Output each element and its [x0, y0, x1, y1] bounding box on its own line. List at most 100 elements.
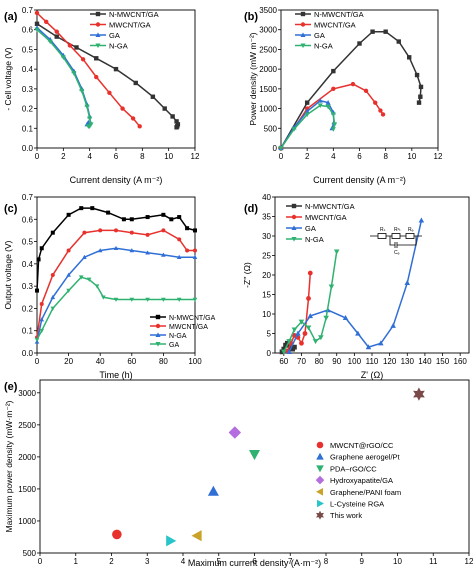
series-line	[36, 12, 141, 127]
x-tick-label: 2	[109, 557, 114, 566]
panel-label: (a)	[4, 11, 18, 23]
x-tick-label: 2	[61, 152, 66, 161]
data-point	[94, 284, 100, 289]
capacitor-ce	[389, 236, 417, 248]
data-point	[67, 43, 73, 48]
data-point	[390, 322, 396, 328]
data-point	[150, 94, 156, 99]
data-point	[39, 328, 45, 334]
data-point	[161, 297, 166, 302]
legend-marker	[300, 22, 306, 27]
series-n-mwcnt-ga	[34, 21, 181, 130]
legend-label: N-MWCNT/GA	[305, 202, 355, 211]
y-tick-label: 0	[267, 349, 272, 358]
series-ga	[34, 275, 198, 343]
data-point	[66, 248, 71, 253]
data-point	[304, 112, 310, 118]
data-point	[330, 127, 336, 132]
series-mwcnt-ga	[278, 81, 386, 151]
data-point	[350, 81, 356, 87]
y-tick-label: 3000	[18, 389, 36, 398]
data-point	[145, 215, 150, 220]
legend-item: N-GA	[295, 42, 333, 51]
series-ga	[286, 217, 425, 354]
panel-label: (e)	[4, 381, 18, 393]
y-tick-label: 0.5	[22, 45, 34, 54]
data-point	[383, 29, 388, 34]
data-point	[66, 212, 71, 217]
legend-label: GA	[305, 224, 316, 233]
x-tick-label: 100	[348, 357, 362, 366]
scatter-point	[228, 426, 242, 439]
series-line	[36, 27, 92, 125]
y-tick-label: 500	[264, 124, 278, 133]
data-point	[113, 245, 119, 251]
y-tick-label: 0.4	[22, 260, 34, 269]
series-n-ga	[34, 27, 94, 129]
data-point	[373, 100, 378, 105]
legend-label: N-GA	[109, 42, 128, 51]
data-point	[176, 254, 182, 259]
data-point	[54, 34, 59, 39]
legend-marker	[315, 475, 325, 485]
data-point	[396, 39, 401, 44]
data-point	[380, 112, 386, 117]
data-point	[129, 230, 134, 235]
x-axis-label: Maximum current density (A·m⁻²)	[188, 558, 321, 568]
legend-label: Graphene aerogel/Pt	[330, 453, 401, 462]
data-point	[286, 342, 292, 348]
legend-marker	[291, 225, 297, 230]
data-point	[34, 27, 40, 33]
y-axis-label: Maximum power density (mW·m⁻²)	[4, 400, 14, 532]
data-point	[357, 41, 362, 46]
x-tick-label: 12	[465, 557, 474, 566]
data-point	[174, 125, 179, 130]
data-point	[170, 114, 175, 119]
data-point	[331, 86, 336, 92]
x-tick-label: 10	[393, 557, 402, 566]
x-tick-label: 8	[324, 557, 329, 566]
series-line	[36, 29, 92, 128]
legend-marker	[95, 32, 101, 37]
x-tick-label: 4	[181, 557, 186, 566]
x-tick-label: 0	[38, 557, 43, 566]
data-point	[355, 330, 361, 336]
y-tick-label: 1500	[259, 85, 277, 94]
panel-label: (d)	[244, 203, 258, 215]
series-mwcnt-ga	[35, 228, 197, 340]
x-tick-label: 6	[252, 557, 257, 566]
data-point	[54, 29, 59, 34]
x-tick-label: 11	[429, 557, 438, 566]
data-point	[145, 232, 150, 237]
data-point	[107, 90, 112, 96]
scatter-point	[207, 485, 219, 496]
legend-label: N-GA	[314, 42, 333, 51]
legend-item: MWCNT/GA	[286, 213, 347, 222]
data-point	[98, 228, 103, 233]
data-point	[80, 57, 86, 62]
x-tick-label: 110	[366, 357, 379, 366]
x-tick-label: 0	[35, 357, 40, 366]
data-point	[78, 275, 84, 280]
x-tick-label: 12	[191, 152, 200, 161]
series-line	[280, 30, 422, 149]
data-point	[85, 124, 91, 129]
data-point	[133, 80, 138, 86]
legend-marker	[316, 488, 323, 496]
data-point	[174, 119, 179, 124]
x-tick-label: 4	[331, 152, 336, 161]
y-tick-label: 1500	[18, 485, 36, 494]
x-axis-label: Current density (A m⁻²)	[70, 175, 163, 185]
x-axis-label: Time (h)	[99, 370, 132, 380]
legend-label: PDA–rGO/CC	[330, 464, 377, 473]
legend-item: N-MWCNT/GA	[286, 202, 355, 211]
legend-item: N-GA	[150, 332, 187, 340]
x-tick-label: 1	[74, 557, 79, 566]
x-tick-label: 8	[383, 152, 388, 161]
data-point	[66, 288, 71, 293]
legend-marker	[317, 499, 324, 508]
data-point	[66, 272, 71, 277]
data-point	[35, 288, 39, 293]
data-point	[50, 294, 56, 300]
